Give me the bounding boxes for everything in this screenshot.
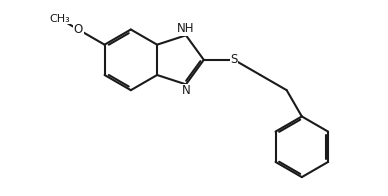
Text: O: O [74,23,83,36]
Text: CH₃: CH₃ [50,14,70,24]
Text: N: N [182,84,191,97]
Text: NH: NH [177,22,195,35]
Text: S: S [230,53,238,66]
